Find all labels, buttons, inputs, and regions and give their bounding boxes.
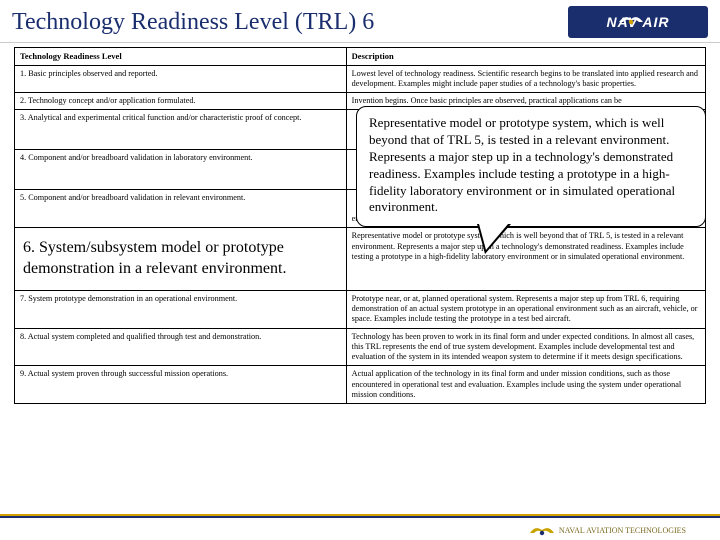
- cell-level: 5. Component and/or breadboard validatio…: [15, 190, 347, 228]
- cell-desc: Technology has been proven to work in it…: [346, 328, 705, 366]
- cell-level: 8. Actual system completed and qualified…: [15, 328, 347, 366]
- table-header-row: Technology Readiness Level Description: [15, 48, 706, 66]
- cell-desc: Lowest level of technology readiness. Sc…: [346, 65, 705, 93]
- footer-badge: NAVAL AVIATION TECHNOLOGIES: [529, 522, 686, 538]
- cell-desc: Prototype near, or at, planned operation…: [346, 290, 705, 328]
- cell-desc: Representative model or prototype system…: [346, 228, 705, 291]
- table-row-highlight: 6. System/subsystem model or prototype d…: [15, 228, 706, 291]
- footer-label: NAVAL AVIATION TECHNOLOGIES: [559, 526, 686, 535]
- cell-level: 3. Analytical and experimental critical …: [15, 110, 347, 150]
- callout-bubble: Representative model or prototype system…: [356, 106, 706, 227]
- footer-rule: [0, 514, 720, 518]
- cell-level: 7. System prototype demonstration in an …: [15, 290, 347, 328]
- col-header-level: Technology Readiness Level: [15, 48, 347, 66]
- title-bar: Technology Readiness Level (TRL) 6 NAV A…: [0, 0, 720, 43]
- page-title: Technology Readiness Level (TRL) 6: [12, 9, 374, 36]
- cell-level: 2. Technology concept and/or application…: [15, 93, 347, 110]
- callout-tail-inner-icon: [479, 224, 508, 250]
- logo-wings-icon: [617, 10, 645, 28]
- navair-logo: NAV AIR: [568, 6, 708, 38]
- cell-level: 1. Basic principles observed and reporte…: [15, 65, 347, 93]
- callout-text: Representative model or prototype system…: [369, 115, 675, 214]
- cell-level: 4. Component and/or breadboard validatio…: [15, 150, 347, 190]
- cell-level: 6. System/subsystem model or prototype d…: [15, 228, 347, 291]
- cell-desc: Actual application of the technology in …: [346, 366, 705, 404]
- cell-level: 9. Actual system proven through successf…: [15, 366, 347, 404]
- col-header-desc: Description: [346, 48, 705, 66]
- table-row: 8. Actual system completed and qualified…: [15, 328, 706, 366]
- table-row: 1. Basic principles observed and reporte…: [15, 65, 706, 93]
- table-row: 9. Actual system proven through successf…: [15, 366, 706, 404]
- wings-badge-icon: [529, 522, 555, 538]
- table-row: 7. System prototype demonstration in an …: [15, 290, 706, 328]
